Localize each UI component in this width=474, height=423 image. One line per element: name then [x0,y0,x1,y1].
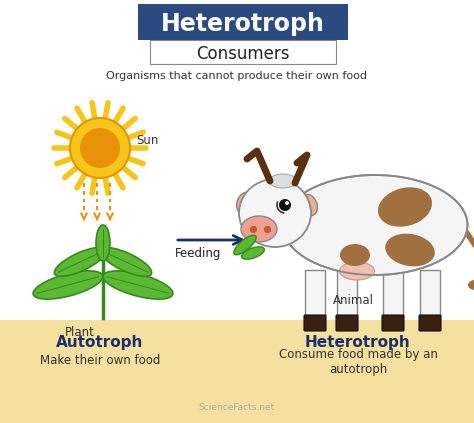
Ellipse shape [385,233,435,266]
Text: Consumers: Consumers [196,45,290,63]
Ellipse shape [96,225,110,261]
Text: Autotroph: Autotroph [56,335,144,349]
Bar [305,270,325,316]
Bar [383,270,403,316]
FancyBboxPatch shape [382,315,404,331]
Ellipse shape [100,247,152,276]
Bar [150,40,336,64]
Ellipse shape [378,187,432,227]
Text: Plant: Plant [65,327,95,340]
Text: Animal: Animal [333,294,374,307]
Text: Heterotroph: Heterotroph [305,335,411,349]
Ellipse shape [265,192,315,238]
Ellipse shape [241,216,277,242]
Ellipse shape [468,280,474,290]
Text: Feeding: Feeding [175,247,221,259]
FancyBboxPatch shape [336,315,358,331]
Circle shape [80,128,120,168]
Ellipse shape [237,192,254,214]
Ellipse shape [239,179,311,247]
Ellipse shape [340,244,370,266]
Text: ScienceFacts.net: ScienceFacts.net [199,404,275,412]
FancyBboxPatch shape [304,315,326,331]
Ellipse shape [55,247,106,276]
Text: Heterotroph: Heterotroph [161,12,325,36]
Bar [0,320,474,423]
Ellipse shape [301,194,318,216]
Ellipse shape [269,174,297,188]
Text: Make their own food: Make their own food [40,354,160,366]
Ellipse shape [283,175,467,275]
Text: Consume food made by an
autotroph: Consume food made by an autotroph [279,348,438,376]
FancyBboxPatch shape [419,315,441,331]
Bar [138,4,348,40]
Text: Sun: Sun [136,134,158,146]
Ellipse shape [339,262,374,280]
Ellipse shape [234,235,256,255]
Bar [337,270,357,316]
Ellipse shape [33,271,103,299]
Bar [420,270,440,316]
Circle shape [70,118,130,178]
Circle shape [285,201,289,205]
Text: Organisms that cannot produce their own food: Organisms that cannot produce their own … [107,71,367,81]
Ellipse shape [242,247,264,259]
Ellipse shape [103,271,173,299]
Circle shape [279,199,291,211]
